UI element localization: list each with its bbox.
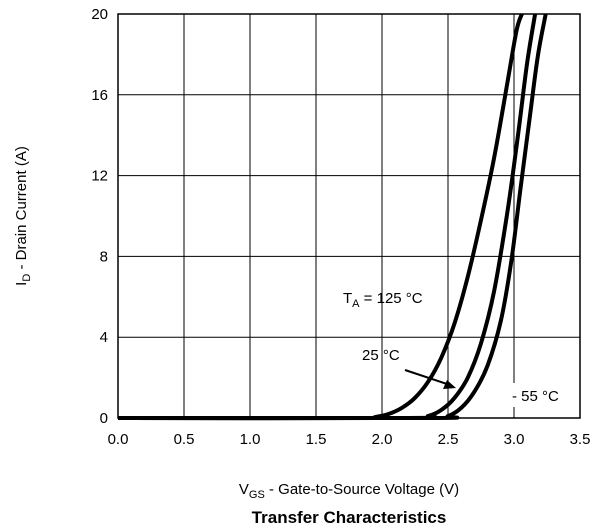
y-tick-label: 16 [91,87,108,104]
y-tick-label: 12 [91,168,108,185]
curves [117,13,548,421]
annotation-55c-background [508,383,574,407]
annotation-25c-arrow-line [404,369,448,385]
y-tick-labels: 0 4 8 12 16 20 [91,6,108,427]
annotation-125c: TA = 125 °C [343,290,423,310]
y-tick-label: 4 [100,329,108,346]
curve-25c [117,13,538,421]
x-tick-labels: 0.0 0.5 1.0 1.5 2.0 2.5 3.0 3.5 [108,431,591,448]
chart-title: Transfer Characteristics [252,508,447,527]
x-tick-label: 0.5 [174,431,195,448]
x-tick-label: 1.0 [240,431,261,448]
y-axis-label: ID - Drain Current (A) [13,146,33,286]
x-tick-label: 2.0 [372,431,393,448]
x-tick-label: 3.5 [570,431,591,448]
x-tick-label: 1.5 [306,431,327,448]
plot-frame [117,13,581,419]
curve-125c [117,13,524,421]
x-tick-label: 0.0 [108,431,129,448]
annotation-25c-arrowhead [443,380,456,389]
y-tick-label: 20 [91,6,108,23]
annotation-25c: 25 °C [362,347,400,364]
x-axis-label: VGS - Gate-to-Source Voltage (V) [239,481,459,501]
x-tick-label: 3.0 [504,431,525,448]
annotation-55c: - 55 °C [512,388,559,405]
y-tick-label: 0 [100,410,108,427]
x-tick-label: 2.5 [438,431,459,448]
y-tick-label: 8 [100,248,108,265]
